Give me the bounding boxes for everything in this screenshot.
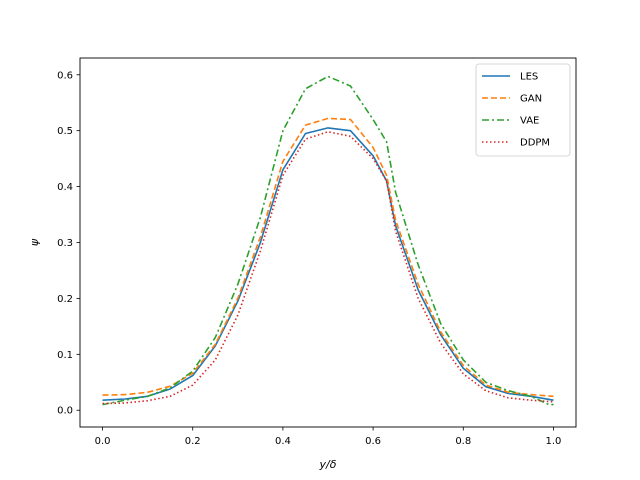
series-line-gan (102, 117, 554, 398)
x-tick-label: 0.4 (275, 436, 291, 447)
y-axis-label: ψ (28, 238, 41, 246)
x-axis-label: y/δ (319, 458, 337, 471)
series-line-vae (102, 75, 554, 406)
x-tick-label: 0.8 (455, 436, 471, 447)
series-line-ddpm (102, 131, 554, 405)
legend-label-gan: GAN (520, 94, 542, 105)
y-tick-label: 0.2 (57, 294, 73, 305)
y-tick-label: 0.1 (57, 350, 73, 361)
x-tick-label: 0.6 (365, 436, 381, 447)
series-line-les (102, 127, 554, 401)
legend-box (475, 63, 571, 157)
legend-label-vae: VAE (520, 116, 539, 127)
y-axis: 0.0 0.1 0.2 0.3 0.4 0.5 0.6 (57, 70, 80, 417)
x-tick-label: 1.0 (546, 436, 562, 447)
x-axis: 0.0 0.2 0.4 0.6 0.8 1.0 (95, 427, 562, 447)
x-tick-label: 0.2 (185, 436, 201, 447)
y-tick-label: 0.5 (57, 126, 73, 137)
legend-label-les: LES (520, 72, 538, 83)
y-tick-label: 0.3 (57, 238, 73, 249)
legend: LES GAN VAE DDPM (475, 63, 571, 157)
y-tick-label: 0.0 (57, 406, 73, 417)
y-tick-label: 0.4 (57, 182, 73, 193)
x-tick-label: 0.0 (95, 436, 111, 447)
series-layer (102, 75, 554, 406)
legend-label-ddpm: DDPM (520, 138, 550, 149)
y-tick-label: 0.6 (57, 70, 73, 81)
